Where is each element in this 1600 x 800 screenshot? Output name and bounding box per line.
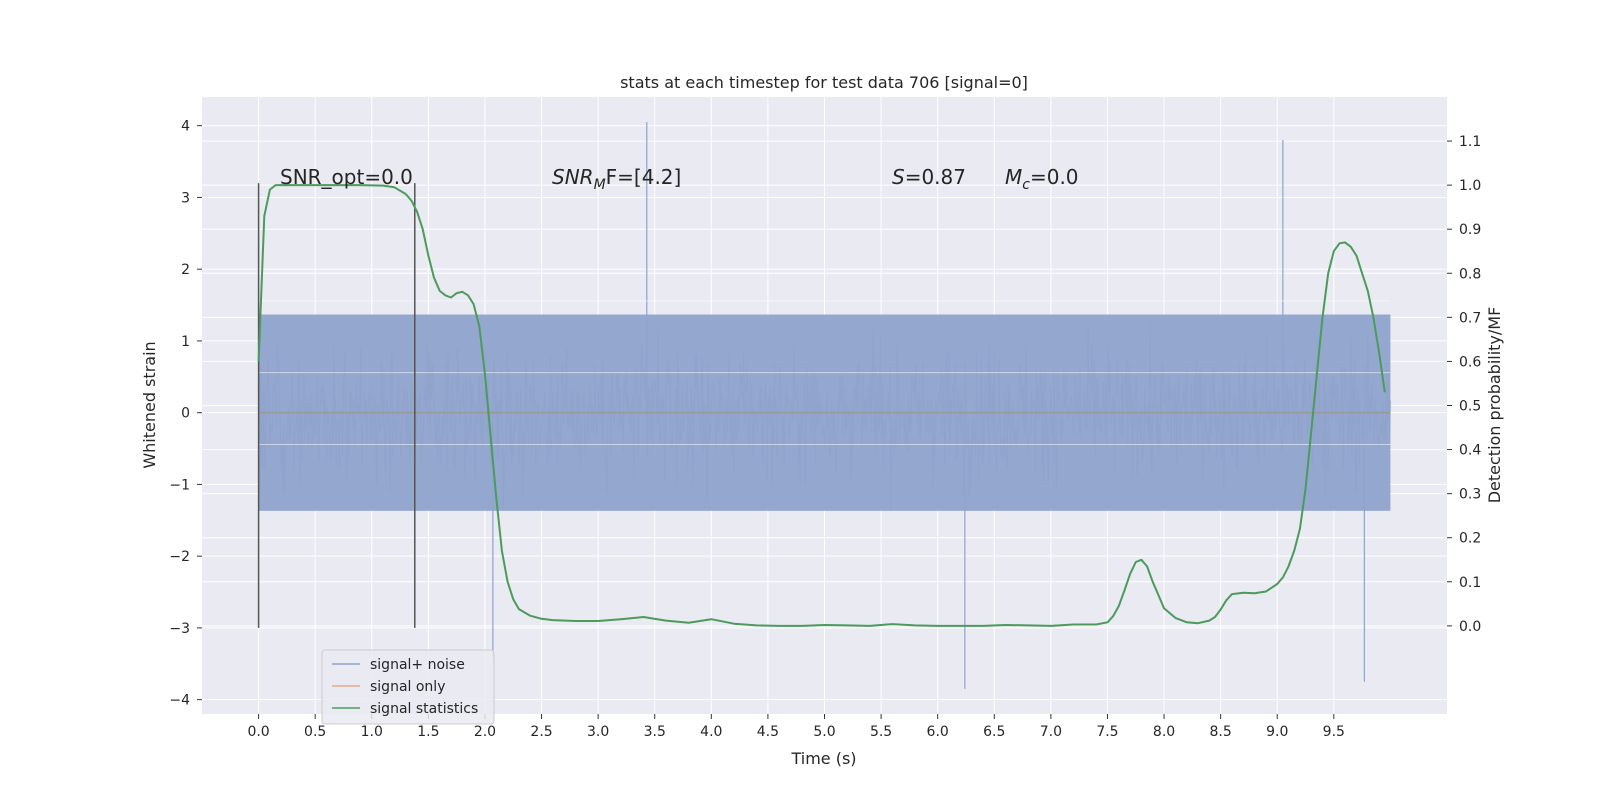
x-tick-label: 2.5	[530, 724, 552, 740]
annotation-s-rest: =0.87	[905, 165, 966, 189]
x-tick-label: 2.0	[474, 724, 496, 740]
annotation-mc-sub: c	[1022, 177, 1030, 193]
x-tick-label: 4.5	[757, 724, 779, 740]
annotation-mc-rest: =0.0	[1030, 165, 1079, 189]
y-tick-label: −3	[169, 621, 190, 637]
annotation-snr-mf-main: SNR	[552, 165, 594, 189]
y2-tick-label: 0.5	[1459, 399, 1481, 415]
y-axis-ticks: 4 3 2 1 0 −1 −2 −3 −4	[169, 119, 202, 709]
y2-tick-label: 0.2	[1459, 531, 1481, 547]
x-tick-label: 6.0	[927, 724, 949, 740]
annotation-mc: Mc=0.0	[1005, 165, 1079, 193]
y-tick-label: −2	[169, 549, 190, 565]
x-axis-ticks: 0.0 0.5 1.0 1.5 2.0 2.5 3.0 3.5 4.0 4.5 5.0 5.5 6.0 6…	[247, 714, 1345, 740]
x-tick-label: 4.0	[700, 724, 722, 740]
x-tick-label: 7.0	[1040, 724, 1062, 740]
y2-tick-label: 0.0	[1459, 619, 1481, 635]
y2-tick-label: 0.9	[1459, 222, 1481, 238]
x-tick-label: 1.5	[417, 724, 439, 740]
y2-tick-label: 1.0	[1459, 178, 1481, 194]
y2-axis-label: Detection probability/MF	[1485, 307, 1504, 504]
x-tick-label: 3.0	[587, 724, 609, 740]
legend-label-signal-plus-noise: signal+ noise	[370, 657, 465, 673]
annotation-s: S=0.87	[892, 165, 966, 189]
y2-tick-label: 0.6	[1459, 354, 1481, 370]
annotation-snr-opt: SNR_opt=0.0	[280, 165, 413, 189]
signal-statistics-line	[257, 184, 1386, 627]
annotation-s-main: S	[892, 165, 905, 189]
y-axis-label: Whitened strain	[140, 341, 159, 468]
x-axis-label: Time (s)	[790, 749, 856, 768]
signal-statistics-series	[257, 184, 1386, 627]
x-tick-label: 7.5	[1096, 724, 1118, 740]
chart-title: stats at each timestep for test data 706…	[620, 73, 1028, 92]
annotation-snr-mf-sub: M	[594, 177, 606, 193]
annotation-snr-mf: SNRMF=[4.2]	[552, 165, 681, 193]
x-tick-label: 5.5	[870, 724, 892, 740]
y2-tick-label: 0.8	[1459, 266, 1481, 282]
legend-label-signal-only: signal only	[370, 679, 445, 695]
y2-tick-label: 0.3	[1459, 487, 1481, 503]
x-tick-label: 8.0	[1153, 724, 1175, 740]
y-tick-label: −4	[169, 693, 190, 709]
noise-trace	[258, 317, 1391, 511]
y2-tick-label: 1.1	[1459, 134, 1481, 150]
y-tick-label: −1	[169, 477, 190, 493]
y-tick-label: 0	[181, 406, 190, 422]
x-tick-label: 1.0	[361, 724, 383, 740]
y-tick-label: 4	[181, 119, 190, 135]
x-tick-label: 8.5	[1210, 724, 1232, 740]
annotation-snr-mf-rest: F=[4.2]	[606, 165, 682, 189]
y-tick-label: 3	[181, 190, 190, 206]
x-tick-label: 9.0	[1266, 724, 1288, 740]
x-tick-label: 6.5	[983, 724, 1005, 740]
x-tick-label: 9.5	[1323, 724, 1345, 740]
legend-label-signal-statistics: signal statistics	[370, 701, 478, 717]
y2-tick-label: 0.4	[1459, 443, 1481, 459]
annotation-mc-main: M	[1005, 165, 1022, 189]
y2-tick-label: 0.1	[1459, 575, 1481, 591]
time-window-markers	[257, 183, 416, 628]
y-tick-label: 1	[181, 334, 190, 350]
y-tick-label: 2	[181, 262, 190, 278]
legend-box	[321, 649, 495, 725]
x-tick-label: 5.0	[813, 724, 835, 740]
x-tick-label: 3.5	[644, 724, 666, 740]
y2-tick-label: 0.7	[1459, 310, 1481, 326]
x-tick-label: 0.0	[247, 724, 269, 740]
x-tick-label: 0.5	[304, 724, 326, 740]
legend: signal+ noise signal only signal statist…	[321, 649, 495, 725]
y2-axis-ticks: 1.1 1.0 0.9 0.8 0.7 0.6 0.5 0.4 0.3 0.2 0.1 0.0	[1447, 134, 1481, 635]
